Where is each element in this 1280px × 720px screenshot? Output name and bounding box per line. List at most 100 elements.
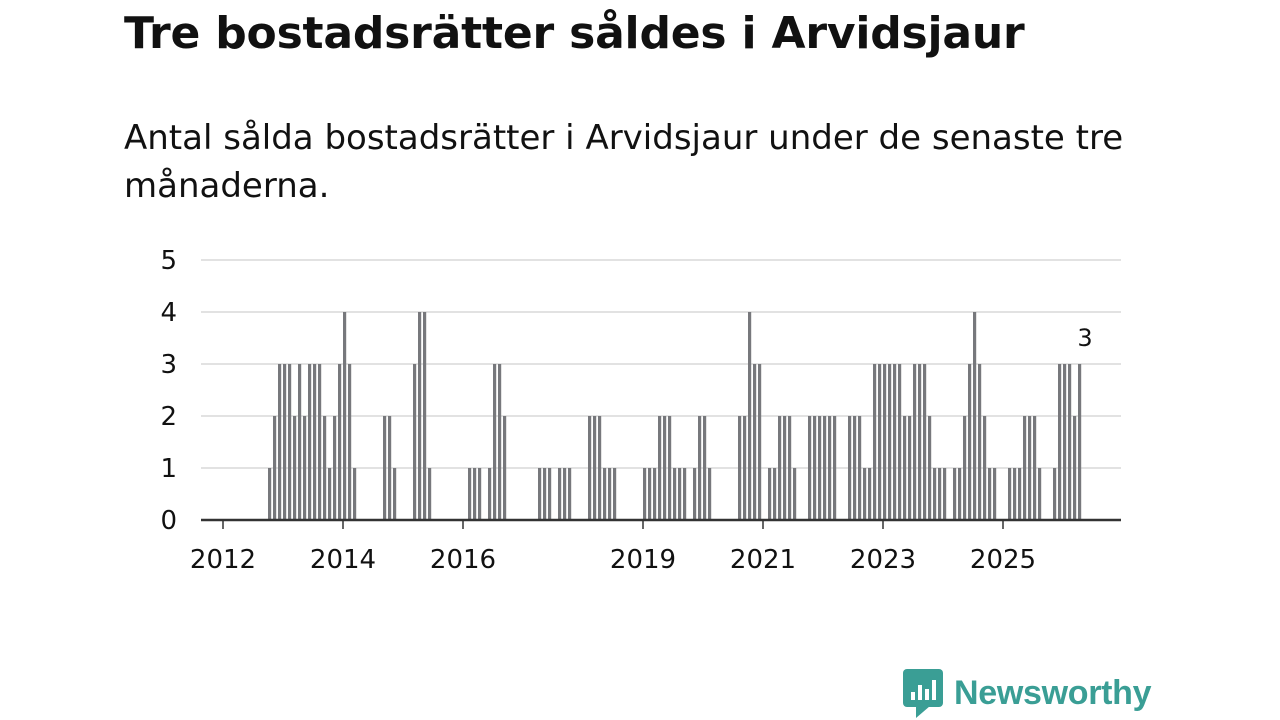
bar-2025-06 bbox=[1028, 416, 1032, 520]
bar-2022-06 bbox=[848, 416, 852, 520]
bar-2018-03 bbox=[593, 416, 597, 520]
chart-subtitle: Antal sålda bostadsrätter i Arvidsjaur u… bbox=[124, 118, 1124, 206]
bar-2019-02 bbox=[648, 468, 652, 520]
bar-2021-07 bbox=[793, 468, 797, 520]
bar-2016-04 bbox=[478, 468, 482, 520]
y-tick-label-4: 4 bbox=[160, 298, 177, 328]
bar-2019-01 bbox=[643, 468, 647, 520]
bar-2024-05 bbox=[963, 416, 967, 520]
bar-2013-10 bbox=[328, 468, 332, 520]
bars bbox=[268, 312, 1082, 520]
bar-2016-07 bbox=[493, 364, 497, 520]
bar-2020-10 bbox=[748, 312, 752, 520]
chart-title: Tre bostadsrätter såldes i Arvidsjaur bbox=[124, 8, 1025, 59]
bar-2023-09 bbox=[923, 364, 927, 520]
bar-2022-12 bbox=[878, 364, 882, 520]
bar-2013-08 bbox=[318, 364, 322, 520]
bar-2025-11 bbox=[1053, 468, 1057, 520]
x-tick-label-2016: 2016 bbox=[430, 545, 496, 575]
bar-2013-04 bbox=[298, 364, 302, 520]
bar-2014-01 bbox=[343, 312, 347, 520]
bar-2025-03 bbox=[1013, 468, 1017, 520]
bar-2024-10 bbox=[988, 468, 992, 520]
bar-2019-11 bbox=[693, 468, 697, 520]
bar-2013-05 bbox=[303, 416, 307, 520]
bar-2013-02 bbox=[288, 364, 292, 520]
bar-2023-01 bbox=[883, 364, 887, 520]
bar-2016-08 bbox=[498, 364, 502, 520]
bar-2016-09 bbox=[503, 416, 507, 520]
bar-2012-10 bbox=[268, 468, 272, 520]
bar-2019-08 bbox=[678, 468, 682, 520]
bar-2023-12 bbox=[938, 468, 942, 520]
bar-2014-10 bbox=[388, 416, 392, 520]
bar-2016-03 bbox=[473, 468, 477, 520]
bar-2020-11 bbox=[753, 364, 757, 520]
bar-2026-04 bbox=[1078, 364, 1082, 520]
bar-2021-12 bbox=[818, 416, 822, 520]
bar-2020-12 bbox=[758, 364, 762, 520]
bar-2022-02 bbox=[828, 416, 832, 520]
bar-2023-06 bbox=[908, 416, 912, 520]
bar-2014-03 bbox=[353, 468, 357, 520]
bar-2024-01 bbox=[943, 468, 947, 520]
labels: 0 1 2 3 4 5 2012 2014 2016 2019 2021 2023 2025 3 bbox=[160, 246, 1092, 575]
bar-2019-03 bbox=[653, 468, 657, 520]
bar-2020-08 bbox=[738, 416, 742, 520]
bar-2012-11 bbox=[273, 416, 277, 520]
bar-2024-06 bbox=[968, 364, 972, 520]
bar-2019-05 bbox=[663, 416, 667, 520]
bar-2022-10 bbox=[868, 468, 872, 520]
bar-2025-05 bbox=[1023, 416, 1027, 520]
bar-2015-06 bbox=[428, 468, 432, 520]
bar-2022-01 bbox=[823, 416, 827, 520]
bar-2021-03 bbox=[773, 468, 777, 520]
bar-2019-04 bbox=[658, 416, 662, 520]
bar-2023-04 bbox=[898, 364, 902, 520]
bar-2021-06 bbox=[788, 416, 792, 520]
bar-2019-09 bbox=[683, 468, 687, 520]
bar-2026-03 bbox=[1073, 416, 1077, 520]
bar-2022-09 bbox=[863, 468, 867, 520]
bar-2024-03 bbox=[953, 468, 957, 520]
bar-2016-06 bbox=[488, 468, 492, 520]
bar-2013-09 bbox=[323, 416, 327, 520]
bar-2021-10 bbox=[808, 416, 812, 520]
bar-2024-07 bbox=[973, 312, 977, 520]
highlight-value-label: 3 bbox=[1077, 324, 1092, 352]
bar-2023-02 bbox=[888, 364, 892, 520]
bar-2015-03 bbox=[413, 364, 417, 520]
bar-2022-07 bbox=[853, 416, 857, 520]
y-tick-label-5: 5 bbox=[160, 246, 177, 276]
bar-2019-12 bbox=[698, 416, 702, 520]
bar-2017-09 bbox=[563, 468, 567, 520]
y-tick-label-0: 0 bbox=[160, 506, 177, 536]
bar-2025-08 bbox=[1038, 468, 1042, 520]
bar-2024-08 bbox=[978, 364, 982, 520]
bar-2016-02 bbox=[468, 468, 472, 520]
bar-2025-02 bbox=[1008, 468, 1012, 520]
bar-2023-07 bbox=[913, 364, 917, 520]
bar-2024-09 bbox=[983, 416, 987, 520]
bar-2025-04 bbox=[1018, 468, 1022, 520]
x-tick-label-2014: 2014 bbox=[310, 545, 376, 575]
bar-2018-04 bbox=[598, 416, 602, 520]
bar-2014-11 bbox=[393, 468, 397, 520]
bar-2021-05 bbox=[783, 416, 787, 520]
bar-2017-04 bbox=[538, 468, 542, 520]
bar-2018-05 bbox=[603, 468, 607, 520]
bar-2014-02 bbox=[348, 364, 352, 520]
bar-2019-06 bbox=[668, 416, 672, 520]
gridlines bbox=[201, 259, 1121, 469]
newsworthy-logo-icon bbox=[903, 669, 943, 718]
bar-2020-01 bbox=[703, 416, 707, 520]
x-tick-label-2012: 2012 bbox=[190, 545, 256, 575]
bar-2013-01 bbox=[283, 364, 287, 520]
bar-2024-11 bbox=[993, 468, 997, 520]
bar-2013-07 bbox=[313, 364, 317, 520]
bar-2021-11 bbox=[813, 416, 817, 520]
bar-2013-12 bbox=[338, 364, 342, 520]
bar-2025-12 bbox=[1058, 364, 1062, 520]
bar-2014-09 bbox=[383, 416, 387, 520]
bar-2012-12 bbox=[278, 364, 282, 520]
